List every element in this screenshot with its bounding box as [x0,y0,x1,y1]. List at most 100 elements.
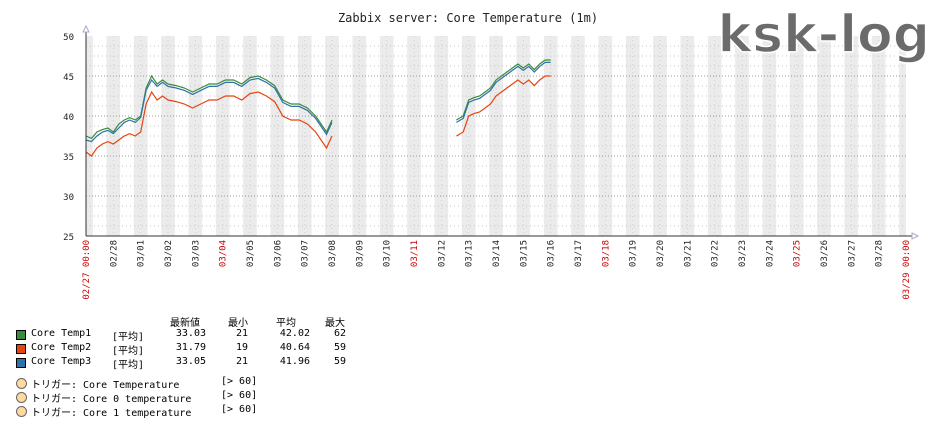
x-tick-label: 03/09 [355,240,365,267]
x-tick-label: 03/16 [547,240,557,267]
x-tick-label: 03/27 [847,240,857,267]
legend-last: 33.05 [175,356,206,367]
legend-header-min: 最小 [228,318,248,329]
x-tick-label: 03/14 [492,240,502,267]
legend-name: Core Temp2 [31,342,92,353]
night-band [598,36,606,236]
x-tick-label: 03/08 [328,240,338,267]
night-band [605,36,613,236]
trigger-label: トリガー: Core 0 temperature [31,394,192,405]
x-tick-label: 03/05 [246,240,256,267]
series-line [85,74,333,140]
series-line [456,61,551,123]
legend-avg: 41.96 [279,356,310,367]
legend-row: Core Temp3 [平均] 33.05 21 41.96 59 [0,356,360,371]
night-band [461,36,469,236]
legend-swatch [16,330,26,340]
x-tick-label: 03/17 [574,240,584,267]
night-band [325,36,332,236]
chart-svg: Zabbix server: Core Temperature (1m) 25 3… [63,4,931,300]
night-band [468,36,476,236]
legend-swatch [16,358,26,368]
legend-header-avg: 平均 [276,318,296,329]
night-band [632,36,640,236]
y-tick-label: 35 [63,153,74,163]
series-line [85,77,333,143]
x-tick-label: 03/20 [656,240,666,267]
night-band [414,36,421,236]
legend-min: 21 [235,328,248,339]
grid-lines [86,36,906,236]
night-band [270,36,278,236]
night-band [871,36,879,236]
night-band [441,36,449,236]
legend-header-last: 最新値 [170,318,200,329]
trigger-threshold: [> 60] [221,404,258,415]
x-tick-label: 03/19 [629,240,639,267]
night-band [516,36,524,236]
series-line [85,90,333,157]
legend-header-max: 最大 [325,318,345,329]
x-tick-label: 02/28 [109,240,119,267]
x-tick-label: 03/11 [410,240,420,267]
y-tick-label: 40 [63,113,74,123]
trigger-row: トリガー: Core Temperature [> 60] [0,376,360,391]
night-band [653,36,660,236]
night-band [434,36,442,236]
trigger-label: トリガー: Core Temperature [31,380,180,391]
legend-func: [平均] [112,360,145,371]
night-band [769,36,777,236]
legend-row: Core Temp1 [平均] 33.03 21 42.02 62 [0,328,360,343]
chart-title: Zabbix server: Core Temperature (1m) [338,11,598,25]
night-band [578,36,585,236]
x-axis-arrow [911,232,920,240]
x-tick-label: 03/10 [383,240,393,267]
night-band [817,36,824,236]
x-tick-label: 03/22 [711,240,721,267]
x-tick-label: 03/04 [219,240,229,267]
x-axis-ticks: 02/27 00:00 02/28 03/01 03/02 03/03 03/04 03/0… [82,240,912,300]
night-band [113,36,121,236]
night-band [762,36,770,236]
y-axis-ticks: 25 30 35 40 45 50 [63,33,74,243]
legend-name: Core Temp1 [31,328,92,339]
legend-min: 19 [235,342,248,353]
night-band [796,36,804,236]
night-band [824,36,831,236]
x-tick-label: 03/13 [465,240,475,267]
legend-min: 21 [235,356,248,367]
x-tick-label: 03/12 [437,240,447,267]
legend-func: [平均] [112,346,145,357]
y-tick-label: 45 [63,73,74,83]
trigger-threshold: [> 60] [221,376,258,387]
x-tick-label: 03/24 [765,240,775,267]
x-tick-label: 03/07 [301,240,311,267]
legend-last: 31.79 [175,342,206,353]
trigger-icon [16,392,27,403]
night-band [297,36,305,236]
trigger-threshold: [> 60] [221,390,258,401]
night-band [277,36,285,236]
legend-row: Core Temp2 [平均] 31.79 19 40.64 59 [0,342,360,357]
x-tick-label: 03/18 [601,240,611,267]
legend-max: 62 [333,328,346,339]
x-tick-label: 03/25 [793,240,803,267]
night-band [304,36,312,236]
legend-max: 59 [333,356,346,367]
trigger-icon [16,378,27,389]
night-band [496,36,503,236]
night-band [707,36,715,236]
night-band [352,36,360,236]
night-band [188,36,196,236]
x-tick-label: 02/27 00:00 [82,240,92,300]
night-band [161,36,168,236]
night-band [742,36,749,236]
x-tick-label: 03/01 [137,240,147,267]
x-tick-label: 03/15 [519,240,529,267]
night-band [660,36,667,236]
trigger-row: トリガー: Core 0 temperature [> 60] [0,390,360,405]
night-band [543,36,551,236]
night-band [332,36,339,236]
legend-func: [平均] [112,332,145,343]
legend-max: 59 [333,342,346,353]
